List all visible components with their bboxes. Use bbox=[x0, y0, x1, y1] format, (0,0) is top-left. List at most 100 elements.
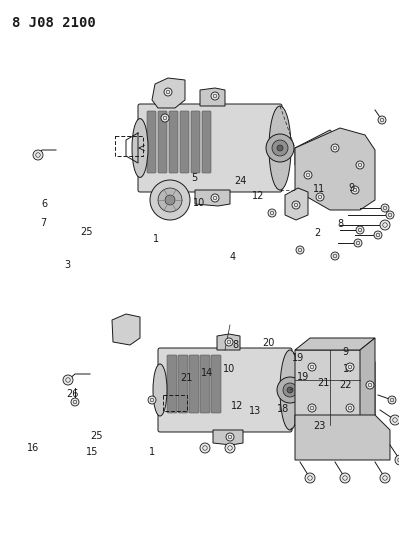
Polygon shape bbox=[112, 314, 140, 345]
Circle shape bbox=[386, 211, 394, 219]
Circle shape bbox=[225, 338, 233, 346]
Text: 19: 19 bbox=[292, 353, 304, 363]
Circle shape bbox=[158, 188, 182, 212]
Ellipse shape bbox=[280, 350, 300, 430]
Circle shape bbox=[277, 377, 303, 403]
Text: 1: 1 bbox=[152, 234, 159, 244]
Polygon shape bbox=[195, 190, 230, 206]
Text: 14: 14 bbox=[201, 368, 213, 378]
Circle shape bbox=[346, 404, 354, 412]
Circle shape bbox=[226, 433, 234, 441]
Text: 4: 4 bbox=[229, 252, 235, 262]
Circle shape bbox=[283, 383, 297, 397]
Text: 15: 15 bbox=[85, 447, 98, 457]
Circle shape bbox=[277, 145, 283, 151]
FancyBboxPatch shape bbox=[200, 355, 210, 413]
Circle shape bbox=[150, 180, 190, 220]
FancyBboxPatch shape bbox=[138, 104, 282, 192]
Text: 25: 25 bbox=[90, 431, 103, 441]
Circle shape bbox=[374, 231, 382, 239]
FancyBboxPatch shape bbox=[169, 111, 178, 173]
Circle shape bbox=[381, 204, 389, 212]
Circle shape bbox=[356, 161, 364, 169]
Text: 26: 26 bbox=[66, 390, 79, 399]
Text: 9: 9 bbox=[342, 347, 348, 357]
FancyBboxPatch shape bbox=[189, 355, 199, 413]
Circle shape bbox=[331, 144, 339, 152]
Ellipse shape bbox=[269, 106, 291, 190]
Circle shape bbox=[380, 473, 390, 483]
FancyBboxPatch shape bbox=[178, 355, 188, 413]
Text: 19: 19 bbox=[297, 373, 309, 382]
Circle shape bbox=[395, 455, 399, 465]
Circle shape bbox=[272, 140, 288, 156]
FancyBboxPatch shape bbox=[211, 355, 221, 413]
Circle shape bbox=[268, 209, 276, 217]
Text: 20: 20 bbox=[262, 338, 275, 348]
Text: 2: 2 bbox=[314, 229, 320, 238]
Text: 21: 21 bbox=[180, 374, 193, 383]
Text: 7: 7 bbox=[40, 218, 46, 228]
Text: 1: 1 bbox=[148, 447, 155, 457]
Circle shape bbox=[287, 387, 293, 393]
FancyBboxPatch shape bbox=[147, 111, 156, 173]
Polygon shape bbox=[295, 130, 345, 175]
Text: 22: 22 bbox=[339, 380, 352, 390]
Text: 8: 8 bbox=[232, 341, 239, 350]
Polygon shape bbox=[152, 78, 185, 108]
FancyBboxPatch shape bbox=[180, 111, 189, 173]
Polygon shape bbox=[295, 338, 375, 350]
Polygon shape bbox=[360, 338, 375, 425]
Circle shape bbox=[164, 88, 172, 96]
Circle shape bbox=[211, 194, 219, 202]
FancyBboxPatch shape bbox=[167, 355, 177, 413]
Circle shape bbox=[354, 239, 362, 247]
FancyBboxPatch shape bbox=[202, 111, 211, 173]
Text: 21: 21 bbox=[317, 378, 330, 387]
Circle shape bbox=[63, 375, 73, 385]
Circle shape bbox=[308, 404, 316, 412]
Text: 11: 11 bbox=[313, 184, 325, 193]
Circle shape bbox=[340, 473, 350, 483]
Polygon shape bbox=[295, 128, 375, 210]
FancyBboxPatch shape bbox=[158, 348, 292, 432]
Polygon shape bbox=[213, 430, 243, 445]
Circle shape bbox=[351, 186, 359, 194]
Circle shape bbox=[366, 381, 374, 389]
Polygon shape bbox=[200, 88, 225, 106]
Text: 16: 16 bbox=[27, 443, 39, 453]
Text: 25: 25 bbox=[81, 227, 93, 237]
Text: 5: 5 bbox=[192, 173, 198, 183]
FancyBboxPatch shape bbox=[191, 111, 200, 173]
Circle shape bbox=[211, 92, 219, 100]
Text: 8: 8 bbox=[337, 219, 343, 229]
Polygon shape bbox=[285, 188, 308, 220]
Circle shape bbox=[33, 150, 43, 160]
Text: 6: 6 bbox=[41, 199, 48, 208]
Circle shape bbox=[305, 473, 315, 483]
Circle shape bbox=[292, 201, 300, 209]
Circle shape bbox=[331, 252, 339, 260]
Circle shape bbox=[161, 114, 169, 122]
Text: 3: 3 bbox=[64, 261, 70, 270]
Circle shape bbox=[200, 443, 210, 453]
Text: 24: 24 bbox=[234, 176, 247, 186]
Circle shape bbox=[148, 396, 156, 404]
Text: 17: 17 bbox=[343, 364, 356, 374]
Text: 13: 13 bbox=[249, 407, 261, 416]
Text: 12: 12 bbox=[252, 191, 265, 201]
Circle shape bbox=[346, 363, 354, 371]
Text: 23: 23 bbox=[313, 422, 326, 431]
Circle shape bbox=[225, 443, 235, 453]
Circle shape bbox=[388, 396, 396, 404]
Text: 18: 18 bbox=[277, 405, 289, 414]
Circle shape bbox=[390, 415, 399, 425]
Circle shape bbox=[165, 195, 175, 205]
Circle shape bbox=[296, 246, 304, 254]
Circle shape bbox=[356, 226, 364, 234]
Text: 8 J08 2100: 8 J08 2100 bbox=[12, 16, 96, 30]
Ellipse shape bbox=[153, 364, 167, 416]
Ellipse shape bbox=[132, 119, 148, 177]
Circle shape bbox=[378, 116, 386, 124]
Polygon shape bbox=[217, 334, 240, 350]
